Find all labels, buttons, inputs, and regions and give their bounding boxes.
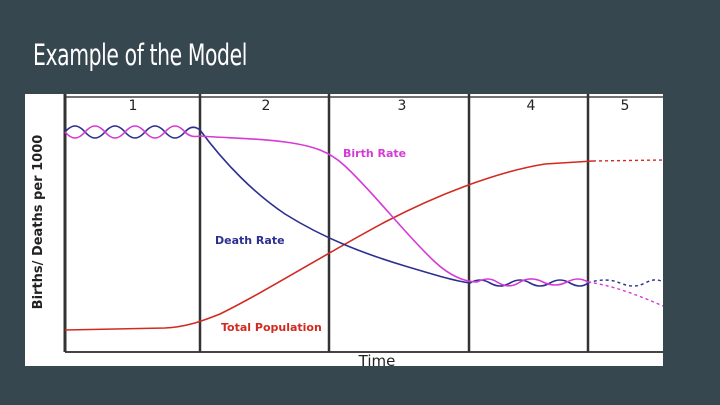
demographic-transition-diagram: 1 2 3 4 5 Births/ Deaths per 1000 Time B… [25,94,663,366]
death-rate-curve [64,125,589,287]
death-rate-curve-projected [587,279,663,287]
total-population-curve-projected [592,159,663,162]
slide-title: Example of the Model [33,38,248,72]
birth-rate-curve [64,125,589,287]
stage-label-2: 2 [262,98,271,114]
stage-label-5: 5 [621,98,630,114]
stage-label-3: 3 [398,98,407,114]
y-axis-label: Births/ Deaths per 1000 [31,135,46,310]
x-axis-label: Time [358,352,396,366]
diagram-svg: 1 2 3 4 5 Births/ Deaths per 1000 Time B… [31,94,663,366]
death-rate-label: Death Rate [215,234,285,247]
birth-rate-curve-projected [587,281,663,307]
stage-label-4: 4 [527,98,536,114]
birth-rate-label: Birth Rate [343,147,406,160]
total-population-label: Total Population [221,321,322,334]
total-population-curve [64,160,594,331]
stage-label-1: 1 [129,98,138,114]
